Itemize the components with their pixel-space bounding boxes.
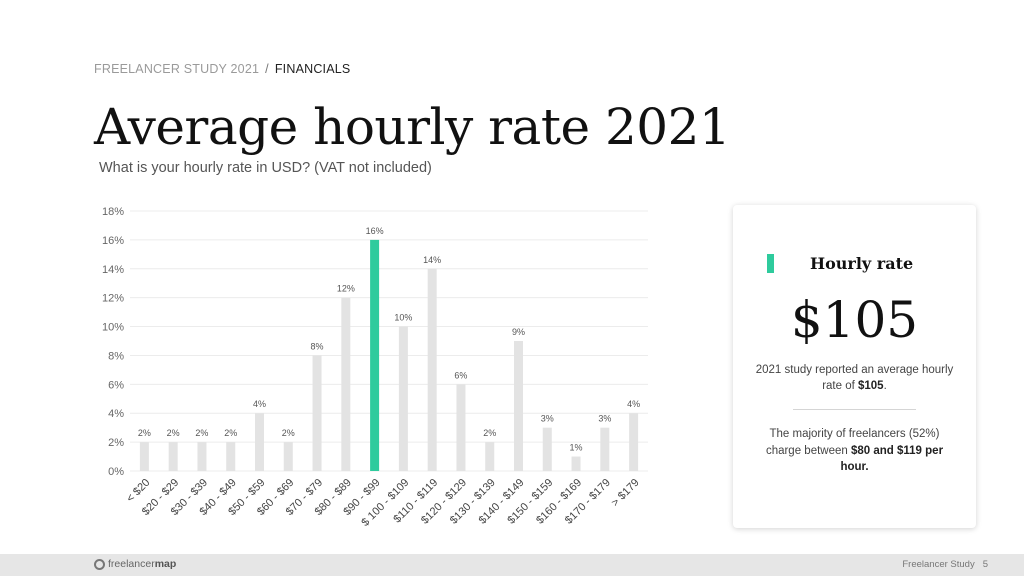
card-divider (793, 409, 916, 410)
y-tick-label: 0% (108, 466, 124, 478)
y-tick-label: 16% (102, 235, 124, 247)
bar (629, 413, 639, 471)
y-tick-label: 4% (108, 408, 124, 420)
footer-info: Freelancer Study 5 (902, 559, 988, 570)
breadcrumb: FREELANCER STUDY 2021 / FINANCIALS (94, 62, 350, 76)
data-label: 10% (394, 313, 412, 323)
bar (370, 239, 380, 471)
data-label: 6% (454, 370, 467, 380)
logo-circle-icon (94, 558, 105, 570)
y-tick-label: 18% (102, 206, 124, 218)
bar (514, 341, 523, 471)
page-title: Average hourly rate 2021 (94, 98, 731, 156)
data-label: 4% (253, 399, 266, 409)
card-note-average-value: $105 (858, 380, 884, 392)
data-label: 3% (541, 414, 554, 424)
card-note-average-text: 2021 study reported an average hourly ra… (755, 364, 954, 392)
logo-text-bold: map (154, 558, 177, 570)
bar (427, 268, 437, 471)
bar (226, 442, 236, 471)
data-label: 2% (167, 428, 180, 438)
bar (600, 427, 610, 471)
footer-bar: freelancer map Freelancer Study 5 (0, 554, 1024, 576)
bar (197, 442, 207, 471)
breadcrumb-section[interactable]: FREELANCER STUDY 2021 (94, 62, 260, 76)
y-tick-label: 14% (102, 264, 124, 276)
page-number: 5 (982, 559, 988, 570)
hourly-rate-bar-chart: 0%2%4%6%8%10%12%14%16%18%2%< $202%$20 - … (102, 206, 648, 529)
data-label: 8% (311, 341, 324, 351)
data-label: 3% (598, 414, 611, 424)
bar (571, 456, 581, 471)
data-label: 4% (627, 399, 640, 409)
data-label: 2% (483, 428, 496, 438)
data-label: 1% (570, 443, 583, 453)
card-accent-bar (767, 254, 774, 273)
data-label: 14% (423, 255, 441, 265)
data-label: 12% (337, 284, 355, 294)
freelancermap-logo[interactable]: freelancer map (94, 558, 176, 570)
x-tick-label: > $179 (609, 477, 641, 509)
data-label: 16% (366, 226, 384, 236)
card-title: Hourly rate (810, 254, 914, 273)
bar (398, 326, 408, 471)
card-note-majority-range: $80 and $119 per hour. (840, 444, 944, 474)
y-tick-label: 12% (102, 293, 124, 305)
bar (341, 297, 351, 471)
bar (168, 442, 178, 471)
y-tick-label: 8% (108, 350, 124, 362)
y-tick-label: 6% (108, 379, 124, 391)
y-tick-label: 2% (108, 437, 124, 449)
card-note-average-end: . (883, 380, 887, 392)
logo-text-light: freelancer (108, 558, 155, 570)
y-tick-label: 10% (102, 322, 124, 334)
bar (255, 413, 264, 471)
chart-subtitle: What is your hourly rate in USD? (VAT no… (99, 160, 432, 176)
bar (283, 442, 293, 471)
footer-label: Freelancer Study (902, 559, 975, 570)
card-note-majority-text: The majority of freelancers (52%) charge… (765, 428, 940, 457)
card-value: $105 (790, 291, 919, 349)
breadcrumb-separator: / (265, 62, 269, 76)
data-label: 2% (282, 428, 295, 438)
bar (456, 384, 466, 471)
bar (312, 355, 322, 471)
bar (485, 442, 495, 471)
data-label: 2% (138, 428, 151, 438)
data-label: 9% (512, 327, 525, 337)
breadcrumb-current: FINANCIALS (274, 62, 351, 76)
bar (542, 427, 552, 471)
hourly-rate-card: Hourly rate $105 2021 study reported an … (733, 205, 976, 528)
card-note-majority: The majority of freelancers (52%) charge… (753, 426, 956, 476)
data-label: 2% (224, 428, 237, 438)
card-note-average: 2021 study reported an average hourly ra… (753, 362, 956, 394)
bar (139, 442, 149, 471)
data-label: 2% (195, 428, 208, 438)
